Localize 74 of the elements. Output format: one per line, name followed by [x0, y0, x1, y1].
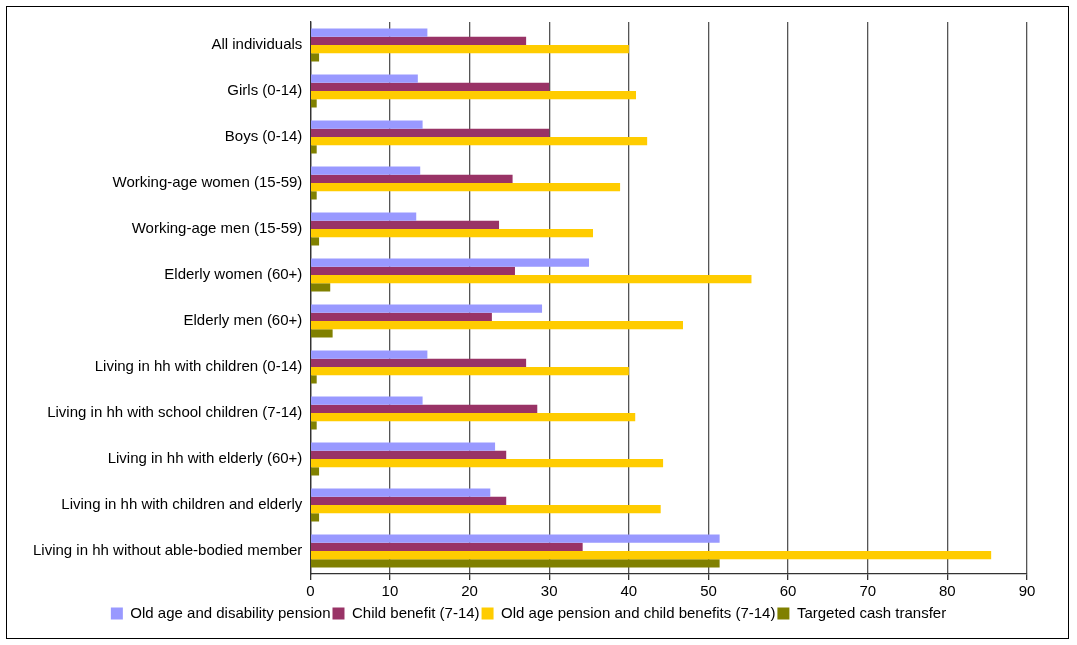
bar — [310, 421, 317, 430]
bar — [310, 99, 317, 108]
bar — [310, 442, 496, 451]
bar — [310, 237, 320, 246]
y-tick-label: All individuals — [211, 35, 303, 53]
bar — [310, 145, 317, 154]
bar — [310, 128, 550, 137]
bar — [310, 513, 320, 522]
bar — [310, 396, 423, 405]
bar — [310, 120, 423, 129]
x-tick-label: 60 — [779, 582, 797, 600]
bar — [310, 505, 661, 514]
y-tick-label: Living in hh without able-bodied member — [33, 541, 303, 559]
bar — [310, 74, 418, 83]
x-tick-label: 50 — [700, 582, 717, 600]
y-tick-label: Living in hh with elderly (60+) — [107, 449, 303, 467]
y-tick-label: Elderly women (60+) — [164, 265, 303, 283]
x-tick-label: 80 — [939, 582, 956, 600]
y-tick-label: Boys (0-14) — [224, 127, 303, 145]
bar — [310, 191, 317, 200]
y-tick-label: Elderly men (60+) — [183, 311, 303, 329]
bar — [310, 229, 594, 238]
bar — [310, 304, 543, 313]
x-tick-label: 40 — [620, 582, 638, 600]
bar — [310, 450, 507, 459]
bar — [310, 82, 550, 91]
bar — [310, 467, 320, 476]
bar — [310, 283, 331, 292]
bar — [310, 367, 629, 376]
bar — [310, 358, 527, 367]
y-tick-label: Living in hh with school children (7-14) — [47, 403, 303, 421]
x-tick-label: 70 — [859, 582, 877, 600]
bar — [310, 45, 629, 54]
bar — [310, 36, 527, 45]
bar — [310, 488, 491, 497]
bar — [310, 551, 992, 560]
bar — [310, 534, 720, 543]
bar — [310, 459, 664, 468]
bar — [310, 413, 636, 422]
bar — [310, 91, 637, 100]
bar — [310, 220, 500, 229]
bar — [310, 166, 421, 175]
bar — [310, 183, 621, 192]
bar — [310, 404, 538, 413]
bar — [310, 496, 507, 505]
bar — [310, 266, 515, 275]
legend-label: Old age pension and child benefits (7-14) — [501, 603, 776, 621]
bar — [310, 350, 428, 359]
x-tick-label: 30 — [540, 582, 558, 600]
y-tick-label: Working-age women (15-59) — [112, 173, 303, 191]
y-tick-label: Girls (0-14) — [227, 81, 303, 99]
bar — [310, 212, 417, 221]
y-tick-label: Living in hh with children and elderly — [61, 495, 303, 513]
bar — [310, 375, 317, 384]
bar — [310, 312, 492, 321]
legend-label: Child benefit (7-14) — [351, 603, 480, 621]
bar — [310, 258, 590, 267]
bar — [310, 137, 648, 146]
bar — [310, 174, 513, 183]
x-tick-label: 20 — [461, 582, 478, 600]
bar — [310, 559, 720, 568]
bar — [310, 329, 333, 338]
bar — [310, 28, 428, 37]
y-tick-label: Working-age men (15-59) — [131, 219, 303, 237]
legend-label: Old age and disability pension — [130, 603, 331, 621]
y-tick-label: Living in hh with children (0-14) — [94, 357, 303, 375]
x-tick-label: 10 — [381, 582, 399, 600]
bar — [310, 542, 583, 551]
x-tick-label: 0 — [306, 582, 315, 600]
x-tick-label: 90 — [1018, 582, 1036, 600]
bar — [310, 321, 683, 330]
legend-label: Targeted cash transfer — [796, 603, 947, 621]
bar — [310, 53, 320, 62]
bar — [310, 275, 752, 284]
